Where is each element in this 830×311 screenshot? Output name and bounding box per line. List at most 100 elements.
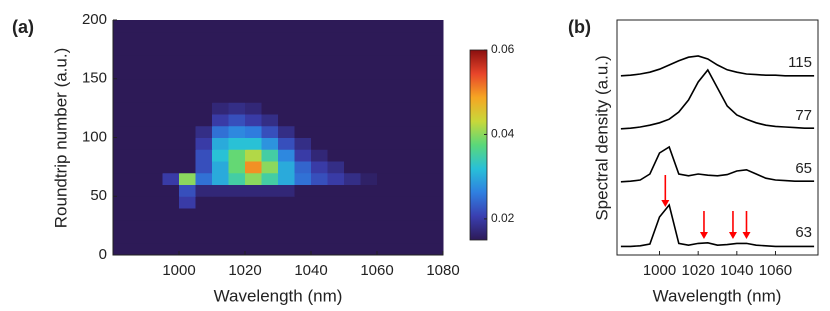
- heat-cell: [426, 137, 444, 150]
- colorbar-tick-label: 0.02: [491, 211, 515, 225]
- heat-cell: [228, 219, 246, 232]
- heat-cell: [245, 149, 262, 162]
- heat-cell: [245, 231, 262, 244]
- heat-cell: [360, 243, 378, 256]
- heat-cell: [228, 137, 246, 150]
- heat-cell: [212, 90, 229, 103]
- heat-cell: [426, 67, 444, 80]
- heat-cell: [179, 208, 196, 221]
- heat-cell: [426, 172, 444, 185]
- heat-cell: [113, 90, 130, 103]
- heat-cell: [278, 55, 295, 68]
- x-tick-label: 1060: [759, 262, 792, 279]
- heat-cell: [344, 31, 361, 44]
- heat-cell: [327, 114, 345, 127]
- heat-cell: [410, 184, 427, 197]
- heat-cell: [212, 55, 229, 68]
- heat-cell: [278, 184, 295, 197]
- heat-cell: [195, 125, 213, 138]
- heat-cell: [393, 20, 411, 33]
- heat-cell: [261, 137, 279, 150]
- heat-cell: [311, 55, 328, 68]
- heat-cell: [195, 137, 213, 150]
- heat-cell: [360, 219, 378, 232]
- heat-cell: [278, 20, 295, 33]
- heat-cell: [360, 55, 378, 68]
- heat-cell: [344, 161, 361, 174]
- heat-cell: [179, 219, 196, 232]
- heat-cell: [377, 231, 394, 244]
- heat-cell: [360, 184, 378, 197]
- heat-cell: [129, 125, 147, 138]
- heat-cell: [294, 219, 312, 232]
- heat-cell: [195, 172, 213, 185]
- heat-cell: [195, 219, 213, 232]
- heat-cell: [179, 161, 196, 174]
- heat-cell: [311, 114, 328, 127]
- heat-cell: [179, 184, 196, 197]
- y-axis-label: Roundtrip number (a.u.): [51, 48, 70, 228]
- heat-cell: [245, 31, 262, 44]
- heat-cell: [311, 219, 328, 232]
- heat-cell: [113, 20, 130, 33]
- heat-cell: [146, 43, 163, 56]
- heat-cell: [261, 243, 279, 256]
- heat-cell: [129, 231, 147, 244]
- heat-cell: [261, 172, 279, 185]
- heat-cell: [261, 149, 279, 162]
- heat-cell: [393, 149, 411, 162]
- heat-cell: [377, 219, 394, 232]
- heat-cell: [245, 172, 262, 185]
- heat-cell: [212, 31, 229, 44]
- heat-cell: [212, 243, 229, 256]
- heat-cell: [360, 90, 378, 103]
- heat-cell: [294, 231, 312, 244]
- heat-cell: [278, 43, 295, 56]
- heat-cell: [278, 78, 295, 91]
- spectrum-line: [620, 55, 815, 77]
- heat-cell: [162, 43, 180, 56]
- heat-cell: [261, 208, 279, 221]
- x-tick-label: 1000: [162, 262, 195, 279]
- frame: [616, 19, 819, 256]
- heat-cell: [360, 78, 378, 91]
- heat-cell: [311, 78, 328, 91]
- heat-cell: [327, 78, 345, 91]
- heat-cell: [212, 43, 229, 56]
- heat-cell: [129, 114, 147, 127]
- heat-cell: [278, 231, 295, 244]
- heat-cell: [311, 90, 328, 103]
- heat-cell: [228, 43, 246, 56]
- heat-cell: [195, 31, 213, 44]
- heat-cell: [261, 114, 279, 127]
- heat-cell: [245, 161, 262, 174]
- heat-cell: [344, 137, 361, 150]
- heat-cell: [377, 196, 394, 209]
- heat-cell: [228, 184, 246, 197]
- heat-cell: [377, 208, 394, 221]
- heat-cell: [228, 78, 246, 91]
- heat-cell: [278, 208, 295, 221]
- heat-cell: [179, 172, 196, 185]
- heat-cell: [245, 55, 262, 68]
- spectrum-line: [620, 203, 815, 248]
- heat-cell: [261, 55, 279, 68]
- heat-cell: [410, 149, 427, 162]
- heat-cell: [294, 149, 312, 162]
- heat-cell: [228, 243, 246, 256]
- heat-cell: [311, 31, 328, 44]
- heat-cell: [410, 20, 427, 33]
- heat-cell: [195, 67, 213, 80]
- heat-cell: [261, 31, 279, 44]
- heat-cell: [228, 196, 246, 209]
- heat-cell: [245, 78, 262, 91]
- heat-cell: [179, 149, 196, 162]
- heat-cell: [426, 231, 444, 244]
- heat-cell: [129, 172, 147, 185]
- spectrum-line: [620, 68, 815, 130]
- heat-cell: [261, 67, 279, 80]
- heat-cell: [195, 149, 213, 162]
- heat-cell: [344, 114, 361, 127]
- heat-cell: [344, 184, 361, 197]
- heat-cell: [311, 20, 328, 33]
